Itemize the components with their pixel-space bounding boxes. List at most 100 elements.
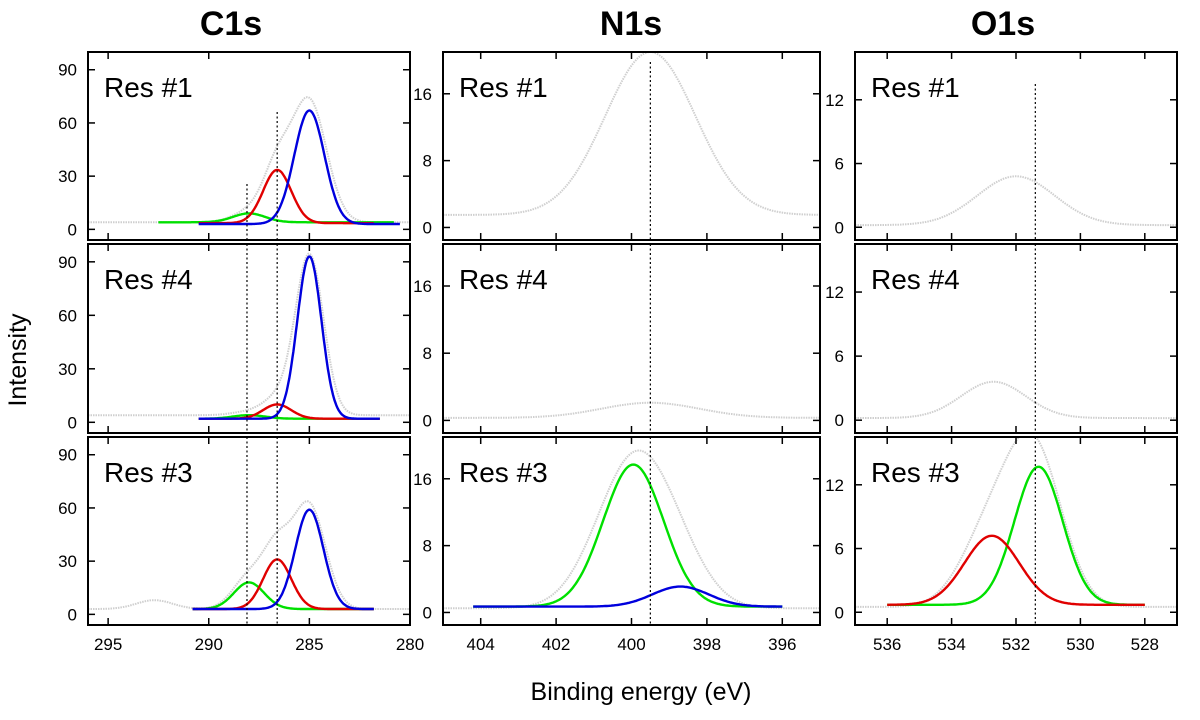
x-tick-label: 280 xyxy=(396,635,424,654)
y-tick-label: 0 xyxy=(68,413,77,432)
panel-label: Res #1 xyxy=(104,72,193,103)
panel-data xyxy=(443,52,820,216)
x-tick-label: 396 xyxy=(768,635,796,654)
component-red xyxy=(192,558,374,611)
panel-label: Res #4 xyxy=(104,264,193,295)
panel-label: Res #3 xyxy=(871,457,960,488)
y-tick-label: 8 xyxy=(423,537,432,556)
reference-envelope xyxy=(855,175,1177,227)
x-tick-label: 530 xyxy=(1066,635,1094,654)
y-tick-label: 0 xyxy=(423,603,432,622)
y-tick-label: 60 xyxy=(58,306,77,325)
x-tick-label: 532 xyxy=(1002,635,1030,654)
panel-data xyxy=(443,401,820,419)
y-tick-label: 6 xyxy=(835,155,844,174)
y-tick-label: 90 xyxy=(58,253,77,272)
panel-frame xyxy=(87,243,411,434)
x-tick-label: 398 xyxy=(693,635,721,654)
panel-label: Res #4 xyxy=(871,264,960,295)
y-tick-label: 0 xyxy=(68,220,77,239)
panel-label: Res #1 xyxy=(459,72,548,103)
y-tick-label: 0 xyxy=(835,218,844,237)
y-tick-label: 8 xyxy=(423,344,432,363)
panel-data xyxy=(443,449,820,610)
panel-data xyxy=(855,380,1177,420)
panel-data xyxy=(88,252,410,420)
y-tick-label: 60 xyxy=(58,499,77,518)
panel-c1s-3: 0 30 60 90 Res #3 xyxy=(58,436,411,626)
y-tick-label: 30 xyxy=(58,552,77,571)
panel-data xyxy=(88,500,410,611)
x-tick-label: 528 xyxy=(1131,635,1159,654)
column-title-c1s: C1s xyxy=(200,5,262,43)
x-tick-label: 402 xyxy=(542,635,570,654)
component-blue xyxy=(192,508,374,611)
y-tick-label: 8 xyxy=(423,152,432,171)
reference-envelope xyxy=(443,449,820,610)
component-red xyxy=(887,534,1145,606)
panel-o1s-2: 0 6 12 Res #4 xyxy=(825,243,1178,434)
reference-envelope xyxy=(855,380,1177,420)
panel-data xyxy=(855,437,1177,608)
y-tick-label: 0 xyxy=(68,605,77,624)
x-tick-label: 295 xyxy=(94,635,122,654)
x-tick-label: 290 xyxy=(195,635,223,654)
panel-frame xyxy=(87,51,411,241)
y-tick-label: 30 xyxy=(58,167,77,186)
y-tick-label: 16 xyxy=(413,277,432,296)
panel-n1s-3: 0 8 16 Res #3 xyxy=(413,436,821,626)
panel-label: Res #1 xyxy=(871,72,960,103)
reference-envelope xyxy=(443,401,820,419)
panel-frame xyxy=(87,436,411,626)
y-tick-label: 0 xyxy=(423,218,432,237)
panel-label: Res #4 xyxy=(459,264,548,295)
reference-envelope xyxy=(88,252,410,417)
x-axis-title: Binding energy (eV) xyxy=(531,678,752,706)
column-n1s: 0 8 16 Res #1 0 8 16 Res #4 0 8 16 Res #3 404 402 400 3… xyxy=(413,51,821,654)
y-tick-label: 0 xyxy=(423,411,432,430)
component-blue xyxy=(473,585,783,608)
y-axis-title: Intensity xyxy=(4,313,32,407)
panel-o1s-3: 0 6 12 Res #3 xyxy=(825,436,1178,626)
column-c1s: 0 30 60 90 Res #1 0 30 60 90 Res #4 0 30 60 90 Res #3 2… xyxy=(58,51,424,654)
component-green xyxy=(887,465,1145,606)
panel-c1s-2: 0 30 60 90 Res #4 xyxy=(58,243,411,434)
column-title-n1s: N1s xyxy=(600,5,662,43)
panel-c1s-1: 0 30 60 90 Res #1 xyxy=(58,51,411,241)
x-tick-label: 400 xyxy=(617,635,645,654)
y-tick-label: 12 xyxy=(825,476,844,495)
y-tick-label: 90 xyxy=(58,61,77,80)
component-blue xyxy=(198,255,380,420)
y-tick-label: 16 xyxy=(413,85,432,104)
panel-label: Res #3 xyxy=(104,457,193,488)
y-tick-label: 60 xyxy=(58,114,77,133)
panel-o1s-1: 0 6 12 Res #1 xyxy=(825,51,1178,241)
y-tick-label: 0 xyxy=(835,603,844,622)
x-tick-label: 404 xyxy=(467,635,495,654)
component-red xyxy=(198,168,374,225)
y-tick-label: 90 xyxy=(58,446,77,465)
panel-label: Res #3 xyxy=(459,457,548,488)
y-tick-label: 12 xyxy=(825,283,844,302)
component-blue xyxy=(198,109,400,226)
y-tick-label: 12 xyxy=(825,91,844,110)
panel-n1s-1: 0 8 16 Res #1 xyxy=(413,51,821,241)
panel-data xyxy=(88,96,410,226)
reference-envelope xyxy=(88,500,410,610)
y-tick-label: 16 xyxy=(413,470,432,489)
column-o1s: 0 6 12 Res #1 0 6 12 Res #4 0 6 12 Res #3 536 534 532 5… xyxy=(825,51,1178,654)
column-title-o1s: O1s xyxy=(971,5,1035,43)
reference-envelope xyxy=(443,52,820,216)
panel-n1s-2: 0 8 16 Res #4 xyxy=(413,243,821,434)
titles-layer: C1s N1s O1s Intensity Binding energy (eV… xyxy=(4,5,1035,706)
x-tick-label: 536 xyxy=(873,635,901,654)
y-tick-label: 6 xyxy=(835,347,844,366)
y-tick-label: 30 xyxy=(58,360,77,379)
panel-data xyxy=(855,175,1177,227)
y-tick-label: 6 xyxy=(835,540,844,559)
x-tick-label: 285 xyxy=(295,635,323,654)
y-tick-label: 0 xyxy=(835,411,844,430)
x-tick-label: 534 xyxy=(937,635,965,654)
